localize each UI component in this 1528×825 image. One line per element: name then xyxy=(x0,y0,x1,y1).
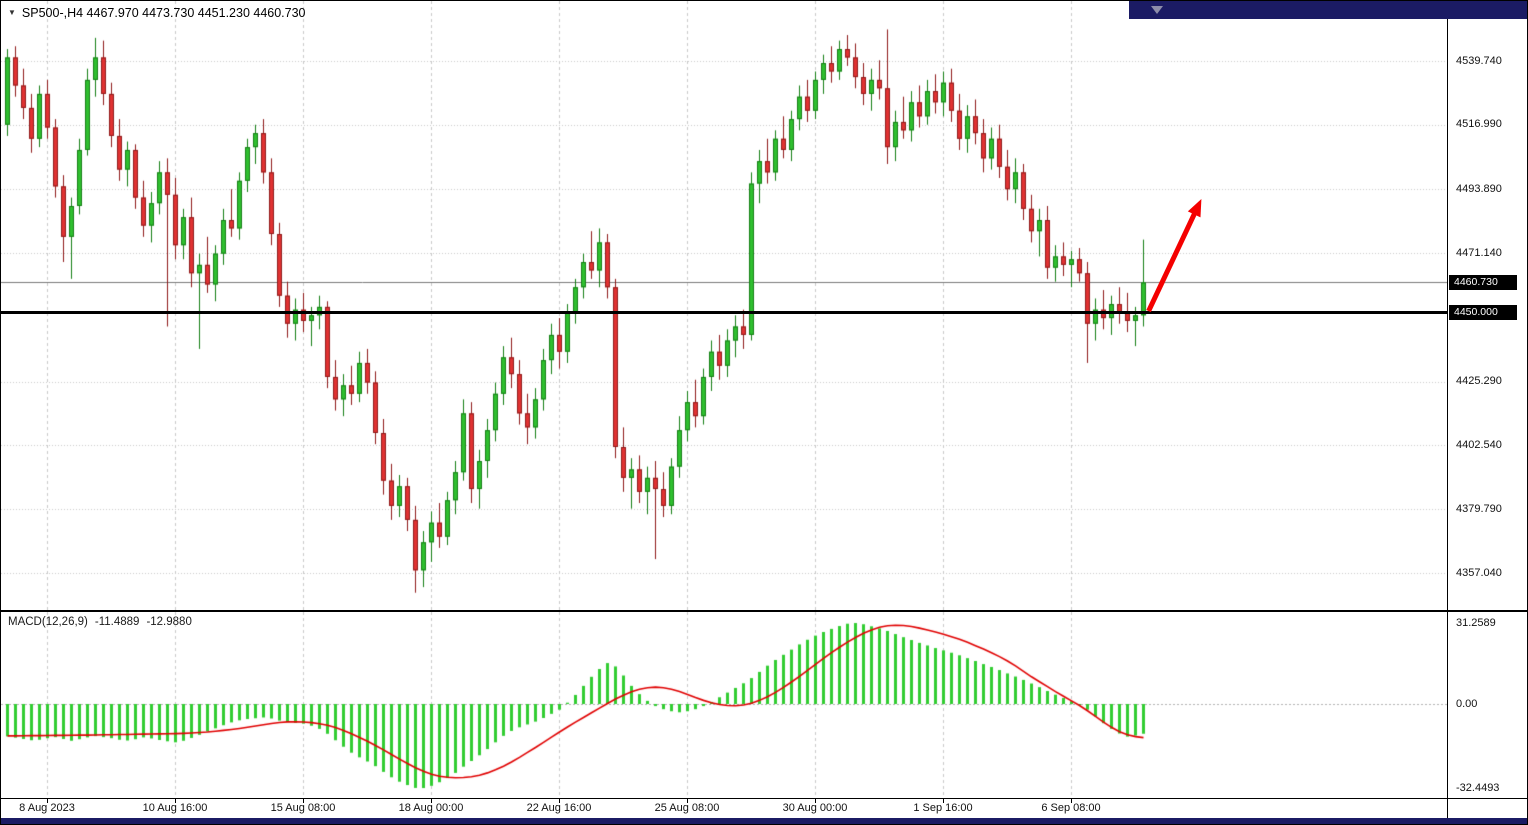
chart-shift-marker-icon[interactable] xyxy=(1151,6,1163,14)
current-price-badge: 4460.730 xyxy=(1449,274,1517,290)
price-axis-label: 4425.290 xyxy=(1456,375,1502,388)
price-axis-label: 4516.990 xyxy=(1456,118,1502,131)
time-axis-label: 10 Aug 16:00 xyxy=(142,802,208,814)
price-axis-label: 4402.540 xyxy=(1456,438,1502,451)
price-axis[interactable]: 4539.740 4516.990 4493.890 4471.140 4425.290… xyxy=(1447,1,1527,818)
time-axis-tick xyxy=(47,799,48,803)
price-axis-label: 4471.140 xyxy=(1456,246,1502,259)
indicator-label-row: MACD(12,26,9) -11.4889 -12.9880 xyxy=(8,616,192,628)
time-axis-tick xyxy=(559,799,560,803)
time-axis-tick xyxy=(815,799,816,803)
macd-indicator-canvas[interactable] xyxy=(1,612,1447,798)
time-axis-tick xyxy=(175,799,176,803)
macd-axis-label: 31.2589 xyxy=(1456,616,1496,629)
price-axis-label: 4357.040 xyxy=(1456,566,1502,579)
time-axis-label: 22 Aug 16:00 xyxy=(526,802,592,814)
time-axis-tick xyxy=(1071,799,1072,803)
time-axis-tick xyxy=(687,799,688,803)
indicator-main-value: -11.4889 xyxy=(94,616,140,628)
macd-axis-label: 0.00 xyxy=(1456,697,1478,710)
indicator-signal-value: -12.9880 xyxy=(146,616,192,628)
time-axis-tick xyxy=(303,799,304,803)
level-price-badge: 4450.000 xyxy=(1449,304,1517,320)
time-axis-label: 8 Aug 2023 xyxy=(19,802,75,814)
price-axis-label: 4379.790 xyxy=(1456,502,1502,515)
price-axis-label: 4493.890 xyxy=(1456,182,1502,195)
indicator-name: MACD(12,26,9) xyxy=(8,616,88,628)
chart-title-row: ▼ SP500-,H4 4467.970 4473.730 4451.230 4… xyxy=(8,6,306,20)
time-axis-label: 18 Aug 00:00 xyxy=(398,802,464,814)
axis-divider xyxy=(1,798,1527,799)
macd-axis-label: -32.4493 xyxy=(1456,781,1500,794)
panel-divider[interactable] xyxy=(1,610,1527,612)
time-axis[interactable]: 8 Aug 2023 10 Aug 16:00 15 Aug 08:00 18 Aug… xyxy=(1,799,1447,818)
time-axis-label: 25 Aug 08:00 xyxy=(654,802,720,814)
support-line-4450[interactable] xyxy=(1,311,1447,314)
time-axis-tick xyxy=(431,799,432,803)
symbol-marker-icon: ▼ xyxy=(8,8,16,17)
window-chrome-top xyxy=(1129,1,1527,19)
time-axis-label: 1 Sep 16:00 xyxy=(913,802,973,814)
time-axis-tick xyxy=(943,799,944,803)
main-chart-canvas[interactable] xyxy=(1,1,1447,610)
price-axis-label: 4539.740 xyxy=(1456,54,1502,67)
time-axis-label: 6 Sep 08:00 xyxy=(1041,802,1101,814)
window-chrome-bottom xyxy=(1,818,1527,824)
time-axis-label: 30 Aug 00:00 xyxy=(782,802,848,814)
chart-title-text: SP500-,H4 4467.970 4473.730 4451.230 446… xyxy=(21,6,306,20)
time-axis-label: 15 Aug 08:00 xyxy=(270,802,336,814)
